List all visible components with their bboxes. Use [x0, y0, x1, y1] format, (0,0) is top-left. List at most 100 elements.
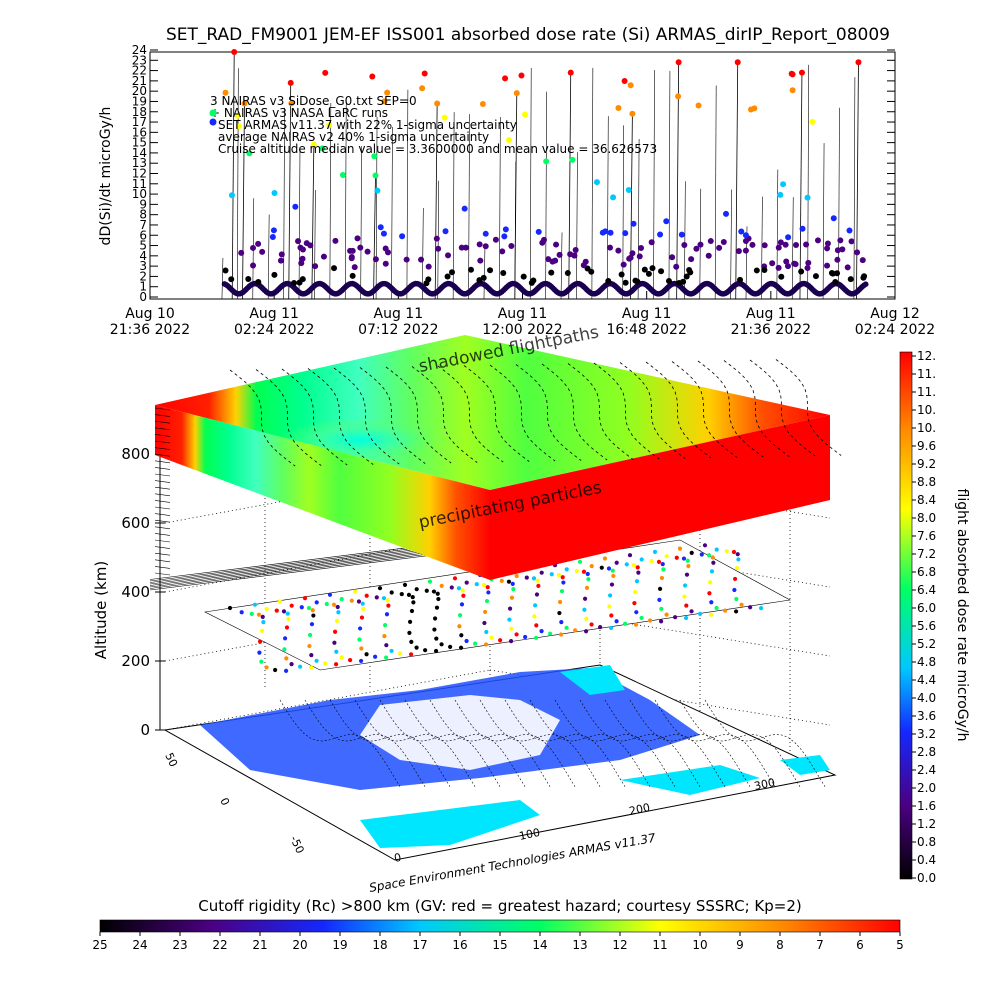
orbit-marker: [639, 557, 644, 562]
colorbar-tick-label: 16: [452, 938, 467, 952]
orbit-marker: [402, 582, 408, 588]
orbit-marker: [289, 662, 294, 667]
altitude-tick-label: 200: [121, 652, 150, 670]
y-tick-label: 11: [132, 177, 147, 191]
y-tick-label: 18: [132, 105, 147, 119]
orbit-marker: [602, 556, 608, 561]
orbit-marker: [434, 636, 439, 641]
orbit-marker: [557, 599, 563, 605]
slab-edge-tick: [154, 552, 171, 556]
colorbar-tick-label: 11.: [917, 367, 936, 381]
orbit-marker: [535, 578, 540, 583]
orbit-marker: [414, 645, 419, 650]
dose-marker: [761, 266, 768, 273]
orbit-marker: [499, 578, 504, 583]
orbit-marker: [698, 611, 703, 616]
colorbar-tick-label: 8: [776, 938, 784, 952]
dose-marker: [809, 118, 816, 125]
longitude-tick-label: 0: [393, 851, 403, 865]
orbit-marker: [464, 580, 469, 585]
colorbar-tick-label: 2.8: [917, 745, 936, 759]
orbit-marker: [609, 613, 614, 618]
dose-marker: [848, 238, 855, 245]
y-tick-label: 6: [139, 228, 147, 242]
orbit-marker: [484, 629, 489, 635]
colorbar-tick-label: 4.8: [917, 655, 936, 669]
dose-marker: [620, 261, 627, 268]
orbit-marker: [586, 577, 591, 582]
dose-marker: [270, 227, 277, 234]
dose-marker: [477, 257, 484, 264]
orbit-marker: [432, 627, 437, 632]
dose-marker: [676, 280, 683, 287]
orbit-marker: [307, 632, 313, 638]
orbit-marker: [356, 599, 362, 604]
dose-marker: [502, 226, 509, 233]
dose-marker: [222, 89, 229, 96]
orbit-marker: [656, 559, 662, 564]
dose-marker: [435, 245, 442, 252]
orbit-marker: [589, 563, 594, 569]
colorbar-tick-label: 2.0: [917, 781, 936, 795]
orbit-marker: [439, 642, 444, 647]
orbit-marker: [739, 602, 744, 607]
orbit-marker: [531, 576, 537, 581]
flight-line: [776, 169, 779, 300]
dose-marker: [861, 273, 868, 280]
ground-track: [279, 699, 401, 787]
y-tick-label: 0: [139, 290, 147, 304]
orbit-marker: [359, 646, 364, 651]
orbit-marker: [534, 592, 540, 597]
dose-marker: [738, 228, 745, 235]
dose-marker: [250, 262, 257, 269]
orbit-marker: [534, 623, 539, 628]
orbit-marker: [407, 630, 412, 635]
legend-marker: [209, 109, 217, 117]
orbit-marker: [707, 591, 712, 596]
x-tick-label: Aug 11: [622, 306, 672, 322]
dose-marker: [255, 278, 262, 285]
orbit-marker: [449, 585, 454, 590]
dose-marker: [705, 252, 712, 259]
y-tick-label: 12: [132, 167, 147, 181]
orbit-marker: [364, 652, 369, 657]
orbit-marker: [711, 560, 716, 565]
orbit-marker: [736, 557, 741, 562]
orbit-marker: [636, 570, 641, 575]
slab-edge-tick: [154, 414, 171, 417]
orbit-marker: [423, 648, 428, 653]
colorbar-tick-label: 20: [292, 938, 307, 952]
altitude-tick-label: 400: [121, 583, 150, 601]
slab-track: [541, 363, 608, 461]
colorbar-tick-label: 8.8: [917, 475, 936, 489]
orbit-marker: [408, 652, 414, 657]
orbit-marker: [482, 609, 488, 615]
dose-marker: [735, 248, 742, 255]
orbit-marker: [539, 570, 544, 575]
orbit-marker: [264, 665, 269, 670]
orbit-marker: [582, 607, 587, 612]
orbit-marker: [433, 648, 439, 654]
dose-marker: [789, 71, 796, 78]
x-tick-label: 16:48 2022: [606, 322, 686, 338]
orbit-marker: [581, 569, 587, 574]
dose-marker: [288, 100, 295, 107]
orbit-marker: [498, 638, 503, 643]
flight-line: [576, 152, 578, 300]
orbit-marker: [383, 655, 389, 660]
dose-marker: [299, 276, 306, 283]
slab-track: [749, 359, 816, 457]
latitude-tick-label: 0: [217, 796, 232, 808]
colorbar-tick-label: 4.0: [917, 691, 936, 705]
orbit-marker: [427, 579, 433, 584]
orbit-marker: [461, 593, 466, 598]
flight-line: [637, 138, 640, 300]
orbit-marker: [284, 625, 290, 630]
dose-marker: [419, 85, 426, 92]
orbit-marker: [632, 590, 638, 595]
orbit-marker: [249, 611, 254, 616]
orbit-marker: [411, 600, 416, 605]
dose-marker: [688, 256, 695, 263]
colorbar-tick-label: 24: [132, 938, 147, 952]
